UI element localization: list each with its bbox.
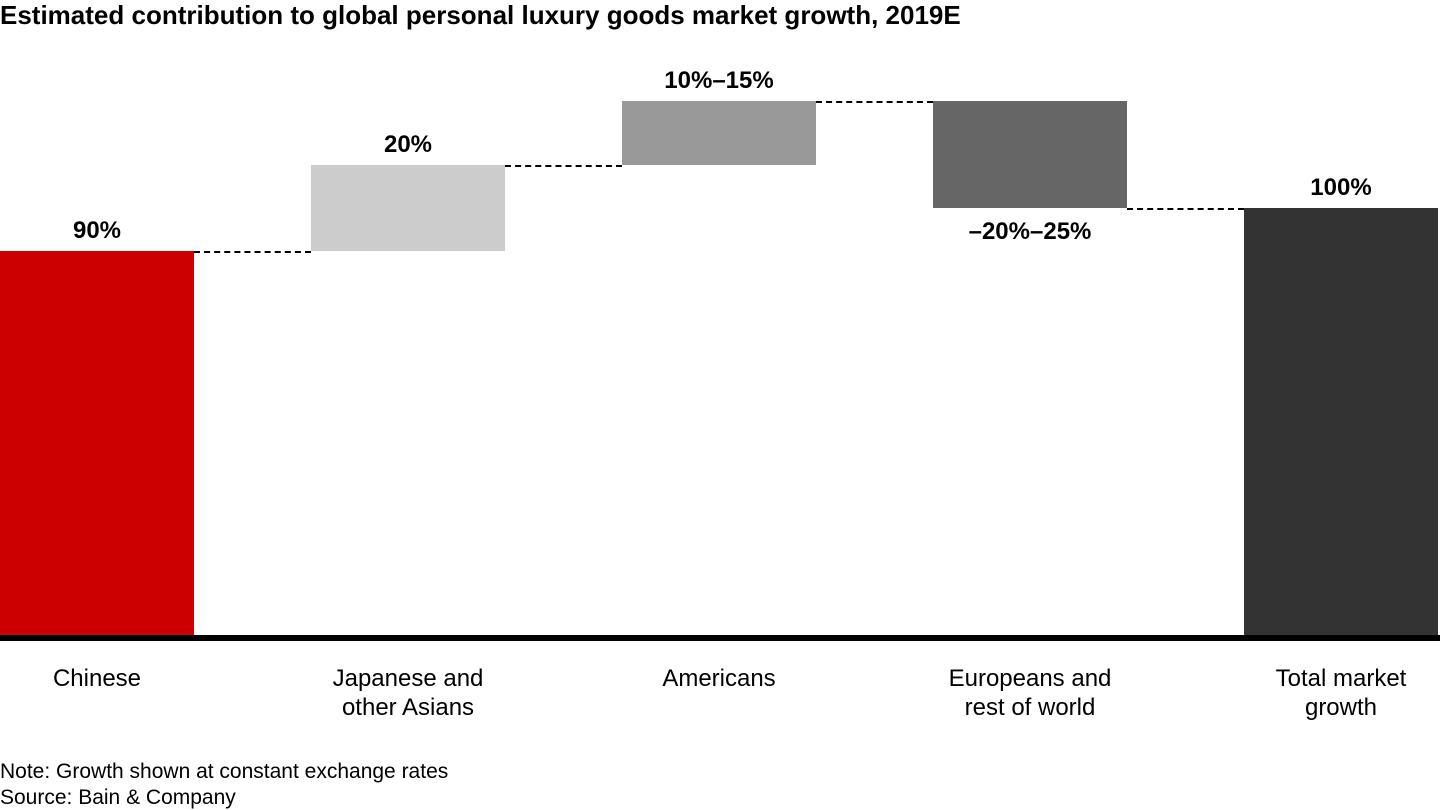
x-label-eu: Europeans and rest of world: [875, 665, 1186, 723]
connector-line: [1127, 208, 1244, 210]
bar-label-japan: 20%: [311, 131, 505, 159]
footnote-0: Note: Growth shown at constant exchange …: [0, 760, 448, 784]
bar-label-amer: 10%–15%: [622, 67, 816, 95]
bar-chinese: [0, 251, 194, 635]
bar-label-eu: –20%–25%: [933, 218, 1127, 246]
chart-baseline: [0, 635, 1440, 641]
bar-label-chinese: 90%: [0, 217, 194, 245]
bar-amer: [622, 101, 816, 165]
bar-eu: [933, 101, 1127, 208]
chart-title: Estimated contribution to global persona…: [0, 0, 961, 31]
x-label-japan: Japanese and other Asians: [253, 665, 564, 723]
connector-line: [816, 101, 933, 103]
x-label-total: Total market growth: [1186, 665, 1440, 723]
bar-japan: [311, 165, 505, 250]
footnote-1: Source: Bain & Company: [0, 786, 236, 810]
connector-line: [194, 251, 311, 253]
bar-total: [1244, 208, 1438, 635]
connector-line: [505, 165, 622, 167]
x-label-amer: Americans: [564, 665, 875, 694]
bar-label-total: 100%: [1244, 174, 1438, 202]
x-label-chinese: Chinese: [0, 665, 253, 694]
